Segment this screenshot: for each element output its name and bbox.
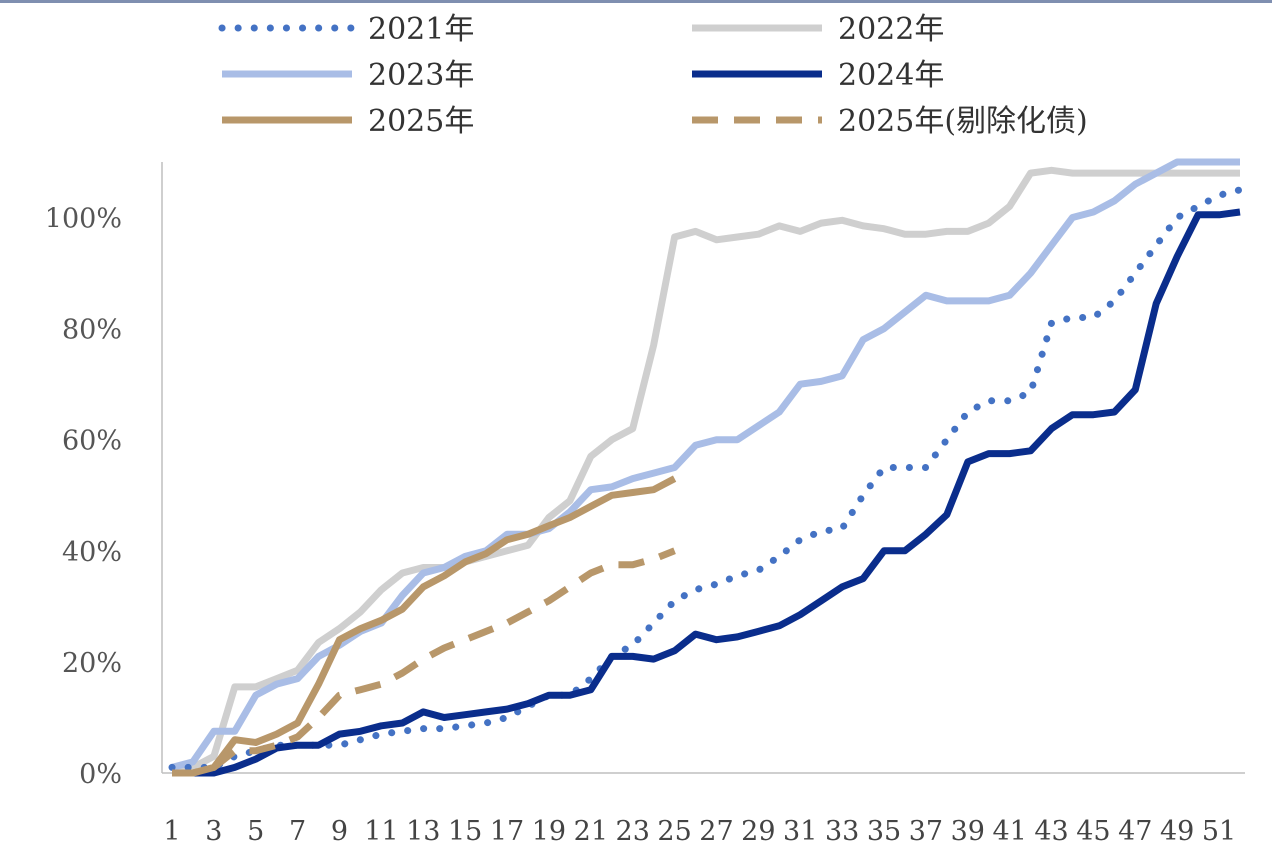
y-tick-label: 80% xyxy=(62,315,122,346)
x-tick-label: 37 xyxy=(909,816,943,847)
x-tick-label: 31 xyxy=(783,816,817,847)
x-tick-label: 33 xyxy=(825,816,859,847)
x-tick-label: 45 xyxy=(1076,816,1110,847)
x-tick-label: 3 xyxy=(205,816,222,847)
x-tick-label: 19 xyxy=(532,816,566,847)
x-tick-label: 51 xyxy=(1202,816,1236,847)
legend-label-5: 2025年(剔除化债) xyxy=(838,104,1088,139)
series-2-line xyxy=(171,158,1240,771)
x-axis-ticks: 1 3 5 7 9 11 13 15 17 19 21 23 25 27 29 31 33 35 37 39 41 43 4… xyxy=(163,816,1236,847)
x-tick-label: 21 xyxy=(574,816,608,847)
series-0-line xyxy=(168,186,1244,771)
x-tick-label: 15 xyxy=(448,816,482,847)
series-layer xyxy=(168,158,1244,777)
top-border-line xyxy=(0,0,1272,3)
x-tick-label: 23 xyxy=(616,816,650,847)
legend-label-3: 2024年 xyxy=(838,58,944,93)
series-5-line xyxy=(172,547,676,777)
x-tick-label: 35 xyxy=(867,816,901,847)
x-tick-label: 7 xyxy=(289,816,306,847)
y-tick-label: 100% xyxy=(45,204,122,235)
x-tick-label: 5 xyxy=(247,816,264,847)
y-axis-ticks: 0% 20% 40% 60% 80% 100% xyxy=(45,204,122,790)
x-tick-label: 39 xyxy=(951,816,985,847)
y-tick-label: 0% xyxy=(79,759,122,790)
x-tick-label: 13 xyxy=(406,816,440,847)
x-tick-label: 49 xyxy=(1160,816,1194,847)
x-tick-label: 17 xyxy=(490,816,524,847)
y-tick-label: 40% xyxy=(62,537,122,568)
x-tick-label: 41 xyxy=(992,816,1026,847)
x-tick-label: 11 xyxy=(364,816,398,847)
y-tick-label: 60% xyxy=(62,426,122,457)
legend-label-1: 2022年 xyxy=(838,12,944,47)
x-tick-label: 25 xyxy=(657,816,691,847)
legend-label-4: 2025年 xyxy=(368,104,474,139)
x-tick-label: 9 xyxy=(331,816,348,847)
x-tick-label: 27 xyxy=(699,816,733,847)
legend-label-0: 2021年 xyxy=(368,12,474,47)
series-4-line xyxy=(172,475,677,777)
x-tick-label: 43 xyxy=(1034,816,1068,847)
chart-legend: 2021年 2022年 2023年 2024年 2025年 2025年(剔除化债) xyxy=(218,12,1088,139)
series-1-line xyxy=(172,166,1240,771)
x-tick-label: 1 xyxy=(163,816,180,847)
legend-label-2: 2023年 xyxy=(368,58,474,93)
series-3-line xyxy=(172,208,1241,777)
x-tick-label: 29 xyxy=(741,816,775,847)
x-tick-label: 47 xyxy=(1118,816,1152,847)
y-tick-label: 20% xyxy=(62,648,122,679)
